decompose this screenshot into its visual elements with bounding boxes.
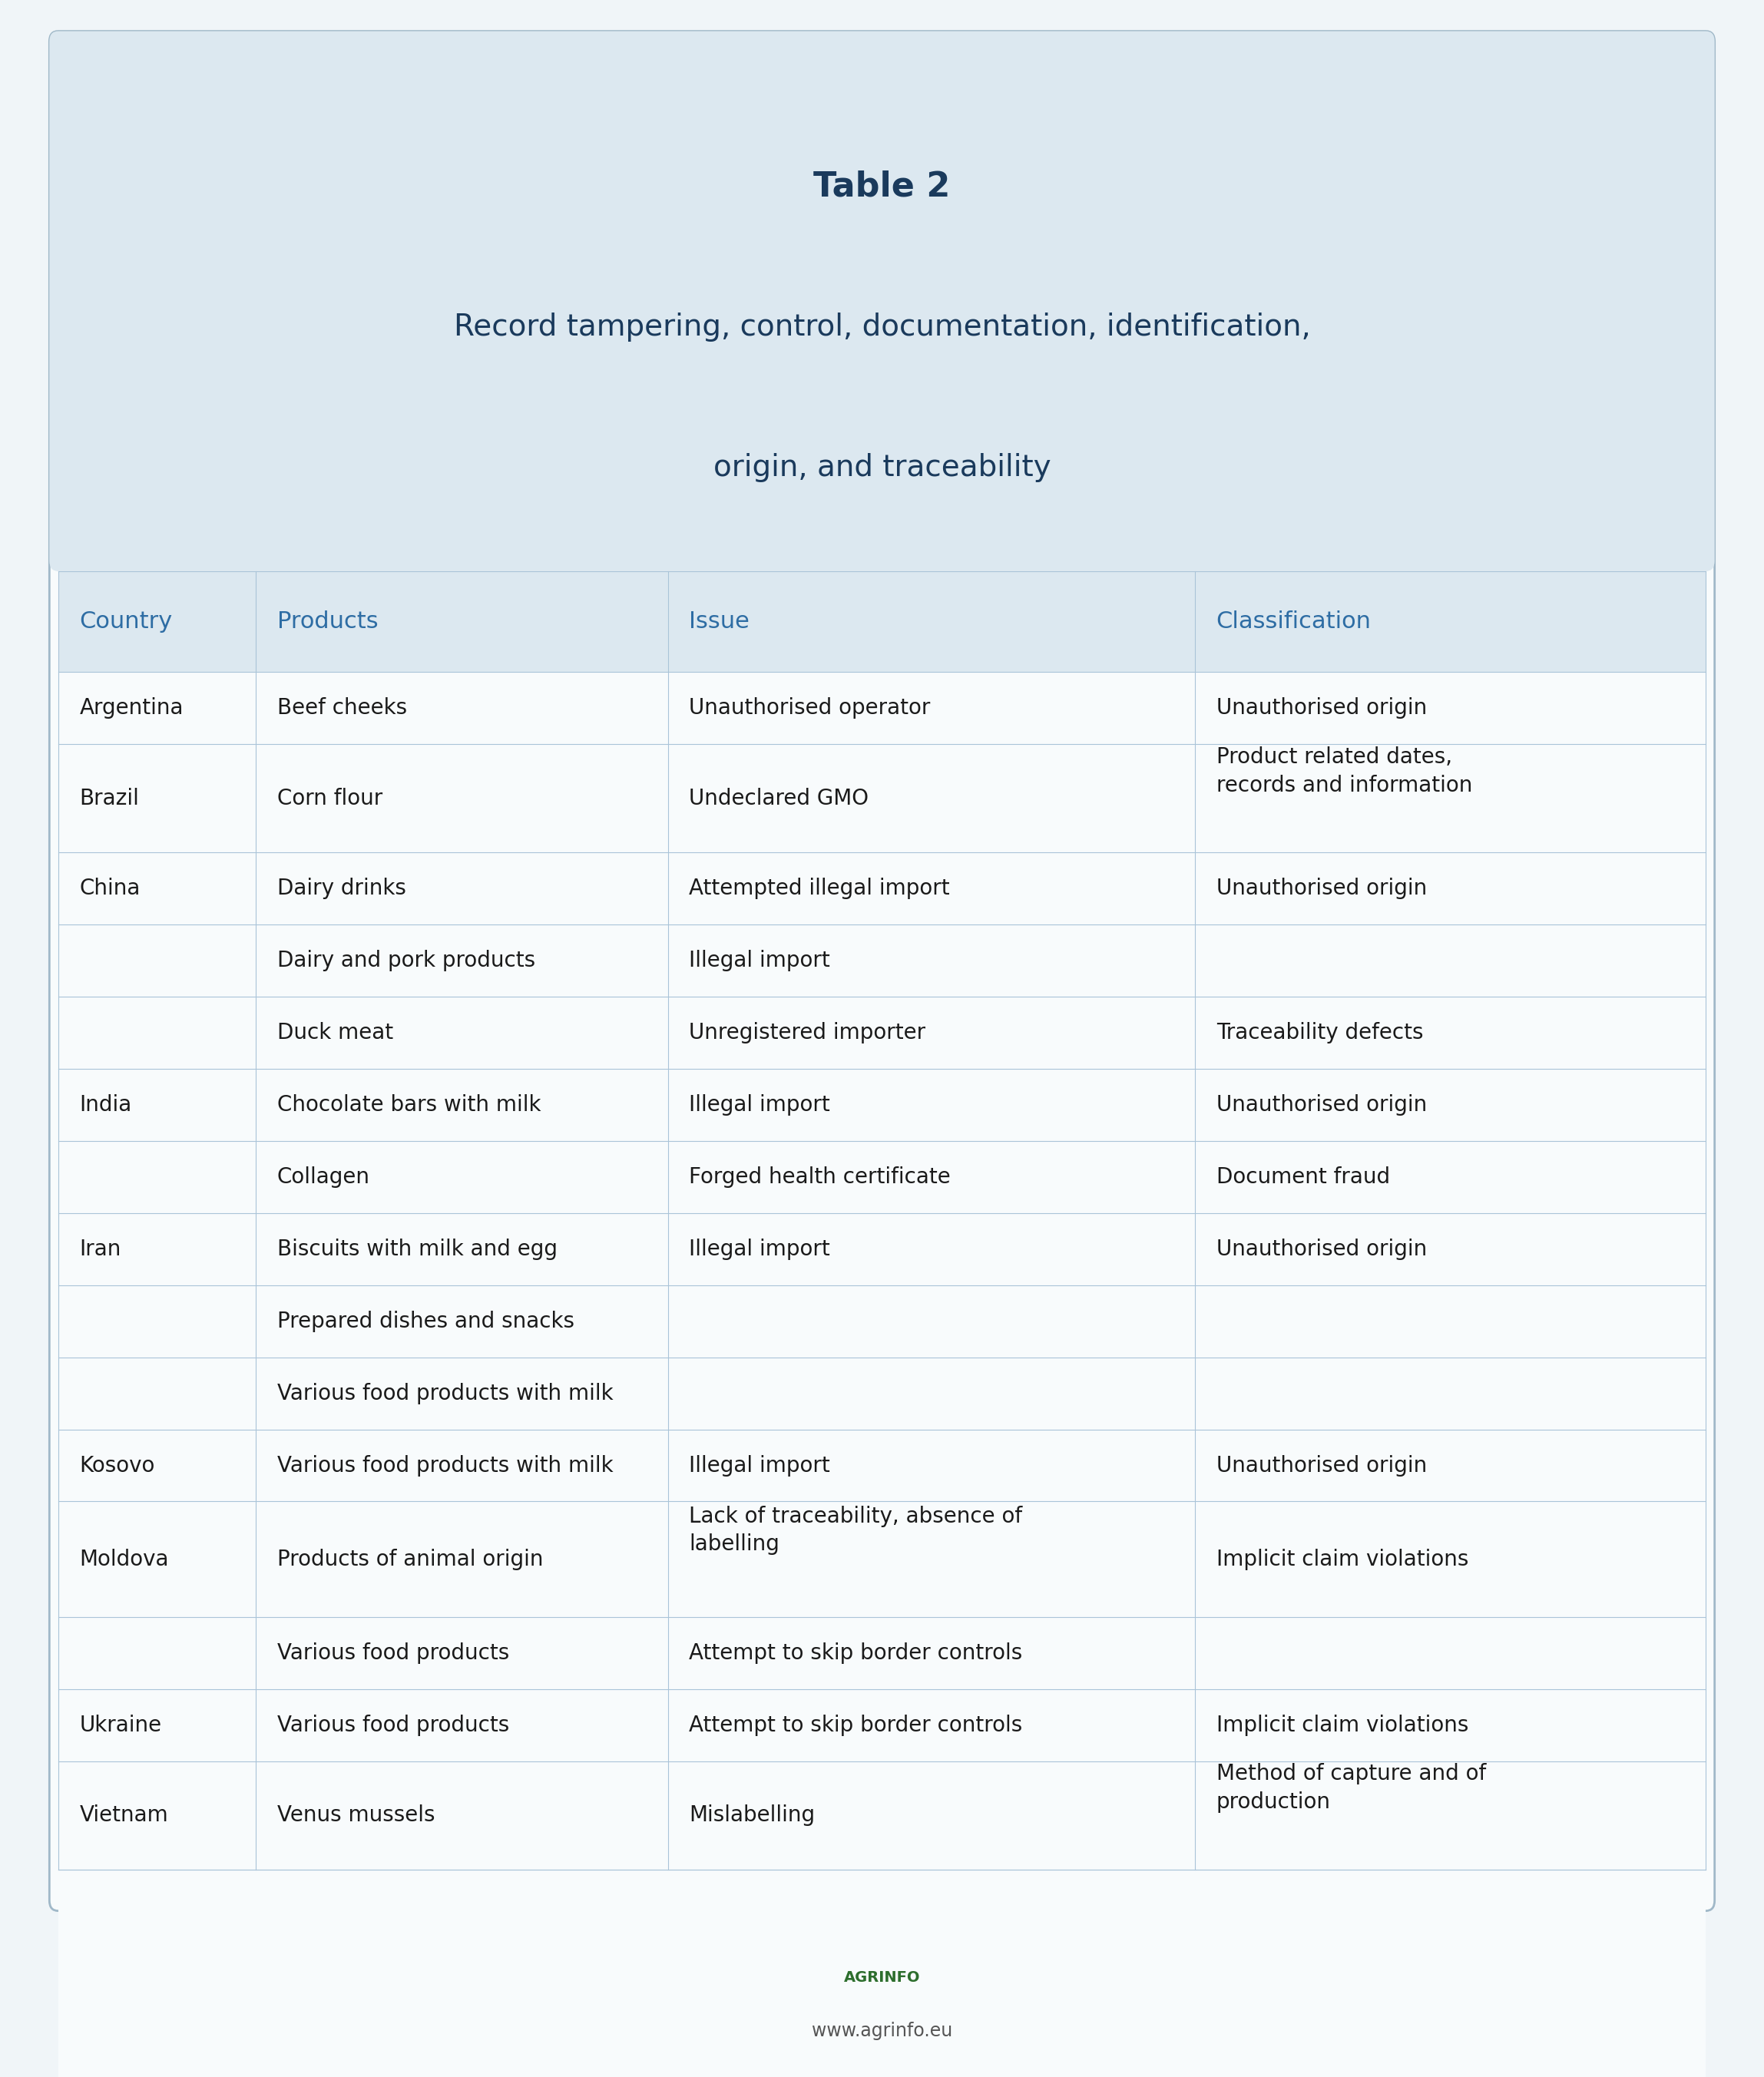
Text: Mislabelling: Mislabelling <box>690 1805 815 1826</box>
Text: Moldova: Moldova <box>79 1549 169 1570</box>
Text: Attempt to skip border controls: Attempt to skip border controls <box>690 1643 1023 1664</box>
Text: Various food products with milk: Various food products with milk <box>277 1454 614 1477</box>
Text: Illegal import: Illegal import <box>690 949 831 972</box>
Text: Unauthorised origin: Unauthorised origin <box>1215 698 1427 719</box>
Text: Chocolate bars with milk: Chocolate bars with milk <box>277 1095 542 1115</box>
Text: India: India <box>79 1095 132 1115</box>
Text: Argentina: Argentina <box>79 698 183 719</box>
Text: Brazil: Brazil <box>79 787 139 810</box>
Text: Undeclared GMO: Undeclared GMO <box>690 787 868 810</box>
Text: Attempted illegal import: Attempted illegal import <box>690 879 949 899</box>
Text: Record tampering, control, documentation, identification,: Record tampering, control, documentation… <box>453 312 1311 343</box>
Text: Lack of traceability, absence of
labelling: Lack of traceability, absence of labelli… <box>690 1506 1023 1556</box>
Text: Document fraud: Document fraud <box>1215 1165 1390 1188</box>
Text: Biscuits with milk and egg: Biscuits with milk and egg <box>277 1238 557 1261</box>
Text: Unauthorised origin: Unauthorised origin <box>1215 879 1427 899</box>
Text: Attempt to skip border controls: Attempt to skip border controls <box>690 1714 1023 1736</box>
Text: Country: Country <box>79 611 173 633</box>
Text: Vietnam: Vietnam <box>79 1805 168 1826</box>
Text: AGRINFO: AGRINFO <box>843 1969 921 1986</box>
Text: Products of animal origin: Products of animal origin <box>277 1549 543 1570</box>
Text: Kosovo: Kosovo <box>79 1454 155 1477</box>
Text: Method of capture and of
production: Method of capture and of production <box>1215 1763 1485 1813</box>
Text: Iran: Iran <box>79 1238 122 1261</box>
Text: Venus mussels: Venus mussels <box>277 1805 436 1826</box>
Text: Illegal import: Illegal import <box>690 1238 831 1261</box>
Text: origin, and traceability: origin, and traceability <box>713 453 1051 482</box>
Text: Table 2: Table 2 <box>813 170 951 204</box>
Text: Unauthorised operator: Unauthorised operator <box>690 698 930 719</box>
FancyBboxPatch shape <box>58 571 1706 673</box>
FancyBboxPatch shape <box>58 1880 1706 2077</box>
Text: Traceability defects: Traceability defects <box>1215 1022 1424 1043</box>
Text: Prepared dishes and snacks: Prepared dishes and snacks <box>277 1311 575 1331</box>
Text: Product related dates,
records and information: Product related dates, records and infor… <box>1215 746 1473 795</box>
FancyBboxPatch shape <box>49 31 1715 571</box>
Text: Dairy and pork products: Dairy and pork products <box>277 949 534 972</box>
Text: China: China <box>79 879 141 899</box>
Text: Various food products with milk: Various food products with milk <box>277 1383 614 1404</box>
Text: Products: Products <box>277 611 377 633</box>
Text: Corn flour: Corn flour <box>277 787 383 810</box>
Text: Collagen: Collagen <box>277 1165 370 1188</box>
Text: Duck meat: Duck meat <box>277 1022 393 1043</box>
Text: Forged health certificate: Forged health certificate <box>690 1165 951 1188</box>
Text: Unauthorised origin: Unauthorised origin <box>1215 1238 1427 1261</box>
Text: Unregistered importer: Unregistered importer <box>690 1022 926 1043</box>
Text: Illegal import: Illegal import <box>690 1454 831 1477</box>
Text: Unauthorised origin: Unauthorised origin <box>1215 1095 1427 1115</box>
Text: Classification: Classification <box>1215 611 1371 633</box>
Text: Unauthorised origin: Unauthorised origin <box>1215 1454 1427 1477</box>
Text: Ukraine: Ukraine <box>79 1714 162 1736</box>
Text: Implicit claim violations: Implicit claim violations <box>1215 1549 1468 1570</box>
Text: Various food products: Various food products <box>277 1643 510 1664</box>
FancyBboxPatch shape <box>49 31 1715 1911</box>
Text: www.agrinfo.eu: www.agrinfo.eu <box>811 2023 953 2040</box>
Text: Issue: Issue <box>690 611 750 633</box>
Text: Implicit claim violations: Implicit claim violations <box>1215 1714 1468 1736</box>
Text: Beef cheeks: Beef cheeks <box>277 698 407 719</box>
Text: Illegal import: Illegal import <box>690 1095 831 1115</box>
Text: Various food products: Various food products <box>277 1714 510 1736</box>
Text: Dairy drinks: Dairy drinks <box>277 879 406 899</box>
